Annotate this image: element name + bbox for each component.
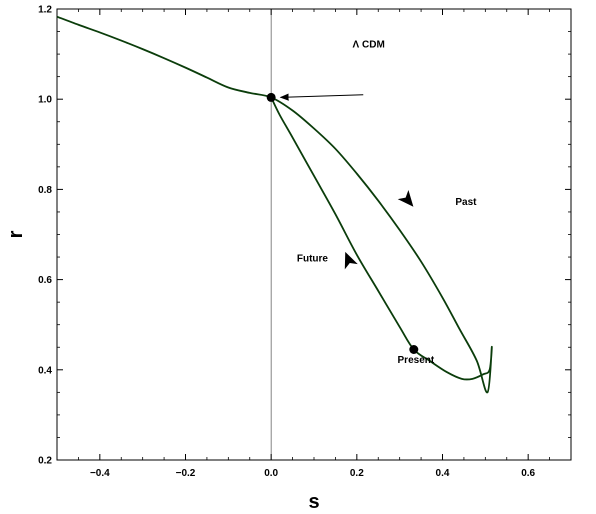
- annotation-label: Present: [398, 355, 435, 366]
- y-axis-label: r: [5, 230, 27, 238]
- plot-frame: [56, 8, 572, 461]
- x-tick-label: −0.2: [176, 468, 196, 479]
- y-tick-label: 0.2: [38, 456, 52, 467]
- lcdm-pointer-arrow: [279, 93, 364, 101]
- past-direction-arrow: [397, 190, 414, 207]
- y-tick-label: 0.4: [38, 365, 52, 376]
- x-axis-label: s: [308, 491, 319, 513]
- x-tick-label: −0.4: [90, 468, 110, 479]
- annotation-label: Future: [297, 254, 329, 265]
- lcdm-point: [266, 92, 276, 102]
- y-tick-label: 0.8: [38, 185, 52, 196]
- annotation-label: Λ CDM: [353, 39, 385, 50]
- trajectory-series-line: [56, 15, 493, 394]
- x-tick-label: 0.0: [264, 468, 278, 479]
- present-point: [409, 345, 419, 355]
- future-direction-arrow: [344, 251, 358, 270]
- x-tick-label: 0.2: [350, 468, 364, 479]
- x-tick-label: 0.6: [521, 468, 535, 479]
- y-tick-label: 1.0: [38, 95, 52, 106]
- y-tick-label: 1.2: [38, 5, 52, 16]
- annotation-label: Past: [455, 197, 477, 208]
- x-tick-label: 0.4: [436, 468, 450, 479]
- y-tick-label: 0.6: [38, 275, 52, 286]
